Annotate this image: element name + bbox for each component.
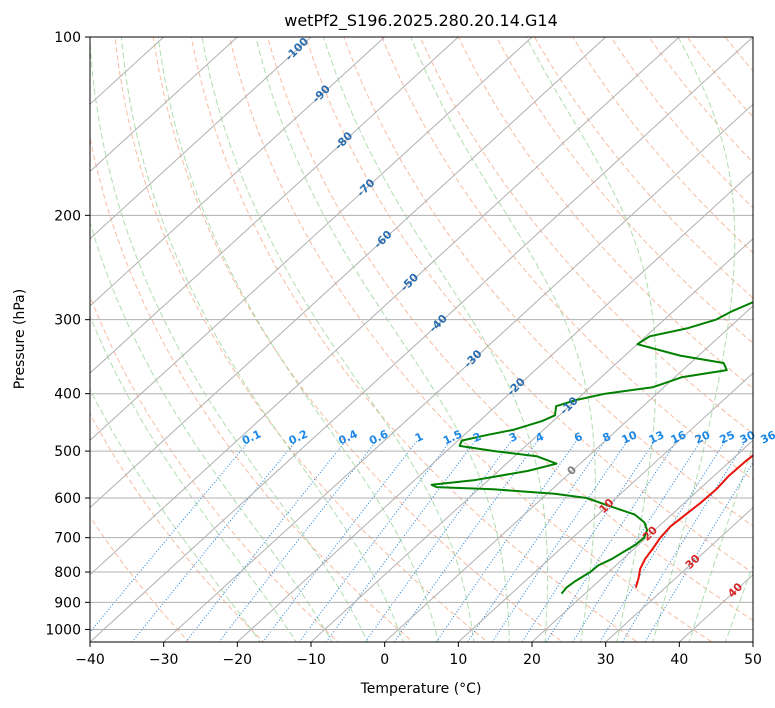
y-tick-label: 200 [54,208,81,224]
mixing-ratio-line [435,440,578,642]
isotherm-line [384,305,753,642]
moist-adiabat-line [323,37,548,642]
isotherm-line [90,37,680,576]
mixing-ratio-line [466,440,606,642]
y-axis: 100 200 300 400 500 600 700 800 900 1000 [45,30,90,638]
dry-adiabat-line [610,37,753,209]
moist-adiabat-line [157,37,440,642]
isotherm-line [90,37,238,173]
x-tick-label: −40 [75,652,105,668]
mixing-ratio-label: 25 [718,428,737,446]
isotherm-line [457,372,753,642]
isotherm-line [90,37,753,642]
mixing-ratio-line [218,440,378,642]
pressure-grid [90,37,753,642]
isotherm-line [236,170,753,642]
dry-adiabat-line [495,37,753,344]
x-tick-label: 40 [670,652,688,668]
mixing-ratio-label: 10 [620,428,640,446]
y-tick-label: 100 [54,30,81,46]
x-tick-label: 30 [597,652,615,668]
mixing-ratio-line [262,440,418,642]
y-tick-label: 900 [54,595,81,611]
isotherm-line [163,103,753,642]
x-tick-label: 10 [449,652,467,668]
y-tick-label: 400 [54,387,81,403]
mixing-ratio-label: 36 [759,428,775,446]
y-axis-title: Pressure (hPa) [12,289,28,389]
dry-adiabat-line [190,37,638,642]
x-tick-label: 0 [380,652,389,668]
y-tick-label: 500 [54,444,81,460]
dry-adiabat-line [90,295,339,642]
mixing-ratio-label: 16 [669,428,689,446]
mixing-ratio-line [131,440,297,642]
x-tick-label: −20 [223,652,253,668]
isotherm-line [90,37,386,307]
mixing-ratio-line [325,440,476,642]
dry-adiabat-line [152,37,564,642]
isotherm-line [90,37,312,240]
mixing-ratio-line [572,440,702,642]
x-axis-title: Temperature (°C) [360,681,482,697]
isotherm-line [90,37,533,442]
dry-adiabat-line [305,37,753,574]
isotherm-line [310,237,753,642]
moist-adiabat-line [525,37,657,642]
moist-adiabat-line [201,37,475,642]
dry-adiabat-line [228,37,713,642]
dry-adiabat-line [533,37,753,299]
x-tick-label: −30 [149,652,179,668]
y-tick-label: 600 [54,491,81,507]
x-tick-label: 50 [744,652,762,668]
moist-adiabat-line [688,443,753,642]
moist-adiabat-line [652,37,736,642]
x-tick-label: −10 [296,652,326,668]
moist-adiabat-line [90,314,297,642]
x-axis: −40 −30 −20 −10 0 10 20 30 40 50 [75,642,762,668]
x-tick-label: 20 [523,652,541,668]
mixing-ratio-label: 20 [693,428,713,446]
dry-adiabat-line [90,135,414,642]
mixing-ratio-line [298,440,452,642]
y-tick-label: 300 [54,313,81,329]
temperature-profile-line [634,454,753,588]
mixing-ratio-label: 13 [647,428,666,446]
mixing-ratio-line [621,440,747,642]
moist-adiabat-line [90,388,261,642]
dry-adiabat-line [267,37,753,622]
mixing-ratio-line [364,440,512,642]
y-tick-label: 700 [54,531,81,547]
plot-frame [89,36,754,643]
mixing-ratio-line [545,440,678,642]
dry-adiabat-line [114,37,489,642]
mixing-ratio-line [599,440,727,642]
isotherm-line [90,37,607,509]
series-group [430,301,753,595]
y-tick-label: 800 [54,565,81,581]
dewpoint-profile-line [430,301,753,595]
isotherm-line [531,439,753,642]
chart-title: wetPf2_S196.2025.280.20.14.G14 [284,11,558,31]
isotherm-line [90,37,459,374]
isotherm-line [605,506,753,642]
dry-adiabat-line [90,515,190,642]
moist-adiabat-line [410,37,596,642]
y-tick-label: 1000 [45,622,81,638]
dry-adiabat-line [343,37,753,527]
